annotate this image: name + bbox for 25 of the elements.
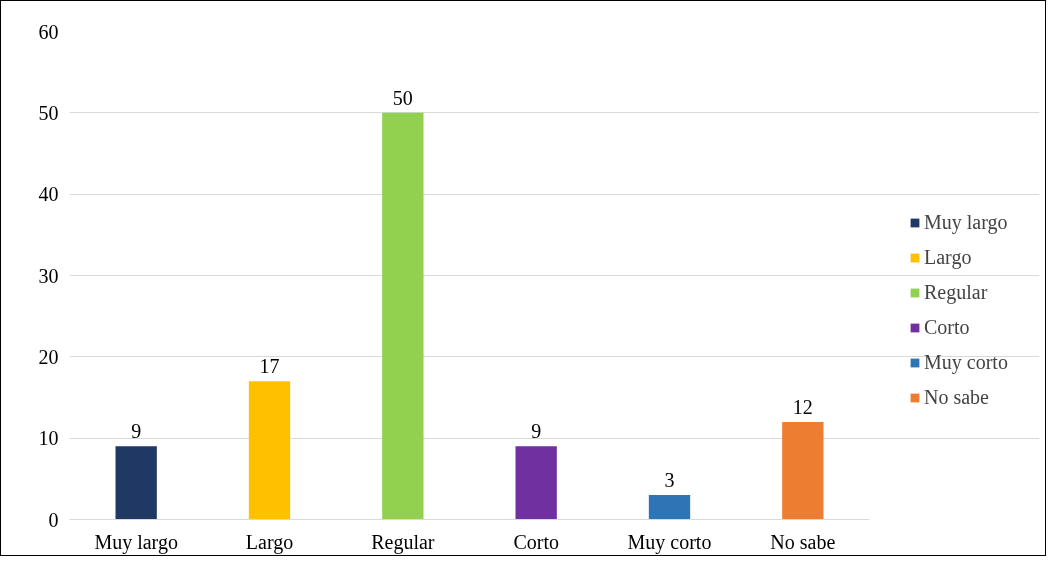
y-tick-label: 60 [38, 20, 59, 43]
legend-label: Muy corto [924, 351, 1008, 374]
y-tick-label: 20 [38, 345, 59, 368]
data-label: 9 [131, 420, 142, 443]
x-tick-label: No sabe [770, 530, 836, 553]
y-tick-label: 40 [38, 183, 59, 206]
data-label: 3 [664, 469, 675, 492]
x-tick-label: Muy largo [94, 530, 178, 554]
y-tick-label: 0 [48, 508, 59, 531]
data-label: 17 [259, 355, 280, 378]
x-tick-label: Largo [245, 530, 294, 554]
x-tick-label: Regular [371, 530, 435, 554]
data-label: 9 [531, 420, 542, 443]
legend-label: Muy largo [924, 211, 1008, 234]
data-label: 12 [792, 395, 813, 418]
y-tick-label: 10 [38, 427, 59, 450]
x-tick-label: Muy corto [627, 530, 712, 554]
data-label: 50 [392, 86, 413, 109]
x-tick-label: Corto [513, 530, 559, 553]
legend-label: No sabe [924, 386, 989, 409]
y-tick-label: 50 [38, 101, 59, 124]
legend-label: Largo [924, 246, 972, 269]
legend-label: Corto [924, 316, 970, 339]
legend-label: Regular [924, 281, 988, 304]
y-tick-label: 30 [38, 264, 59, 287]
